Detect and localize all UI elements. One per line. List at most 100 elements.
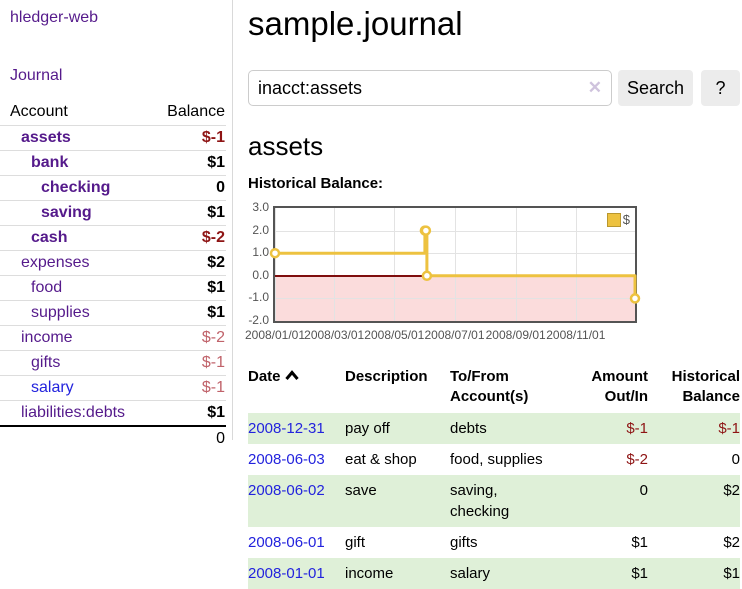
account-link[interactable]: bank: [31, 154, 69, 171]
account-row: liabilities:debts $1: [0, 400, 226, 426]
account-row: checking 0: [0, 175, 226, 201]
account-row: gifts $-1: [0, 350, 226, 376]
transaction-date-link[interactable]: 2008-06-02: [248, 482, 325, 499]
sidebar-divider: [232, 0, 233, 440]
transaction-amount: $1: [631, 534, 648, 551]
accounts-table: Account Balance assets $-1 bank $1 checking 0…: [0, 100, 226, 451]
transaction-date-link[interactable]: 2008-06-03: [248, 451, 325, 468]
legend-label: $: [622, 212, 630, 227]
account-balance: 0: [150, 175, 226, 201]
chart-plot-area: $: [269, 206, 641, 323]
account-link[interactable]: salary: [31, 379, 74, 396]
y-axis-tick-label: 2.0: [252, 222, 269, 237]
x-axis-tick-label: 2008/09/01: [485, 328, 546, 342]
register-row: 2008-06-02 save saving, checking 0 $2: [248, 475, 740, 527]
search-form: ✕ Search ?: [248, 70, 740, 106]
transaction-accounts: saving, checking: [450, 475, 564, 527]
transaction-accounts: food, supplies: [450, 451, 543, 468]
transaction-date[interactable]: 2008-06-02: [248, 475, 345, 527]
account-link[interactable]: expenses: [21, 254, 90, 271]
data-point-marker: [629, 293, 641, 304]
search-button[interactable]: Search: [618, 70, 693, 106]
register-row: 2008-06-01 gift gifts $1 $2: [248, 527, 740, 558]
data-point-marker: [421, 270, 433, 282]
transaction-amount: 0: [564, 475, 648, 527]
account-link[interactable]: cash: [31, 229, 68, 246]
register-header-row: Date Description To/From Account(s) Amou…: [248, 365, 740, 413]
transaction-date[interactable]: 2008-12-31: [248, 413, 345, 444]
transaction-date[interactable]: 2008-06-03: [248, 444, 345, 475]
transaction-date-link[interactable]: 2008-06-01: [248, 534, 325, 551]
balance-column-header: Balance: [167, 103, 225, 120]
account-balance: $-1: [150, 350, 226, 376]
account-row: salary $-1: [0, 375, 226, 401]
account-link[interactable]: food: [31, 279, 63, 296]
chart-series-svg: [269, 225, 641, 304]
x-axis-tick-label: 2008/07/01: [424, 328, 485, 342]
transaction-accounts: debts: [450, 413, 564, 444]
search-input[interactable]: [248, 70, 612, 106]
register-table: Date Description To/From Account(s) Amou…: [248, 365, 740, 589]
transaction-date-link[interactable]: 2008-12-31: [248, 420, 325, 437]
account-balance: $1: [150, 150, 226, 176]
transaction-balance: $2: [648, 475, 740, 527]
description-column-header: Description: [345, 368, 428, 385]
sidebar-item-journal[interactable]: Journal: [10, 67, 63, 84]
accounts-header-row: Account Balance: [0, 100, 226, 126]
account-link[interactable]: assets: [21, 129, 71, 146]
transaction-accounts: gifts: [450, 534, 478, 551]
x-axis-tick-label: 2008/11/01: [546, 328, 606, 342]
transaction-amount: $-2: [626, 451, 648, 468]
account-row: assets $-1: [0, 125, 226, 151]
transaction-accounts: salary: [450, 558, 564, 589]
transaction-balance: $2: [723, 534, 740, 551]
account-row: food $1: [0, 275, 226, 301]
account-balance: $-1: [150, 125, 226, 151]
page-title: sample.journal: [248, 5, 463, 42]
transaction-date-link[interactable]: 2008-01-01: [248, 565, 325, 582]
transaction-balance: $-1: [648, 413, 740, 444]
account-balance: $1: [150, 300, 226, 326]
y-axis-tick-label: -1.0: [248, 290, 269, 305]
account-link[interactable]: gifts: [31, 354, 61, 371]
app-title-link[interactable]: hledger-web: [10, 9, 99, 26]
legend-swatch-icon: [606, 212, 621, 227]
transaction-date[interactable]: 2008-06-01: [248, 527, 345, 558]
account-column-header: Account: [10, 103, 68, 120]
account-row: cash $-2: [0, 225, 226, 251]
account-link[interactable]: liabilities:debts: [21, 404, 126, 421]
account-link[interactable]: saving: [41, 204, 92, 221]
account-link[interactable]: income: [21, 329, 73, 346]
transaction-description: save: [345, 475, 450, 527]
account-row: income $-2: [0, 325, 226, 351]
account-link[interactable]: supplies: [31, 304, 90, 321]
clear-search-icon[interactable]: ✕: [587, 78, 602, 97]
main-content: sample.journal ✕ Search ? assets Histori…: [245, 0, 740, 589]
account-balance: $2: [150, 250, 226, 276]
account-link[interactable]: checking: [41, 179, 111, 196]
transaction-balance: $1: [648, 558, 740, 589]
account-balance: $1: [150, 275, 226, 301]
register-tbody: 2008-12-31 pay off debts $-1 $-1 2008-06-03 ea…: [248, 413, 740, 589]
register-row: 2008-01-01 income salary $1 $1: [248, 558, 740, 589]
data-point-marker: [269, 247, 281, 259]
account-balance: $-1: [150, 375, 226, 401]
account-row: supplies $1: [0, 300, 226, 326]
account-balance: $-2: [150, 225, 226, 251]
date-column-header[interactable]: Date: [248, 365, 345, 413]
transaction-date[interactable]: 2008-01-01: [248, 558, 345, 589]
x-axis-tick-label: 2008/05/01: [364, 328, 425, 342]
account-balance: $-2: [150, 325, 226, 351]
transaction-description: gift: [345, 534, 366, 551]
tofrom-column-header: To/From Account(s): [450, 368, 529, 405]
accounts-total-value: 0: [150, 425, 226, 451]
register-row: 2008-06-03 eat & shop food, supplies $-2 0: [248, 444, 740, 475]
transaction-description: income: [345, 558, 450, 589]
transaction-description: eat & shop: [345, 451, 417, 468]
account-balance: $1: [150, 400, 226, 426]
help-button[interactable]: ?: [700, 70, 740, 106]
chart-title: Historical Balance:: [248, 175, 384, 192]
y-axis-tick-label: -2.0: [248, 313, 269, 327]
account-row: bank $1: [0, 150, 226, 176]
chart-legend: $: [604, 211, 632, 228]
